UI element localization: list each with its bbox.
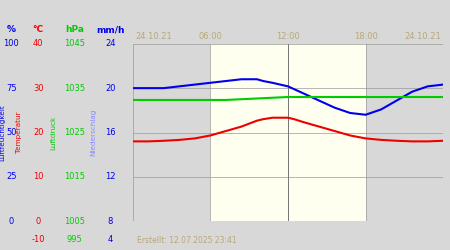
Text: 12:00: 12:00: [276, 32, 300, 41]
Text: Temperatur: Temperatur: [16, 112, 22, 153]
Text: 1005: 1005: [64, 217, 85, 226]
Text: 1015: 1015: [64, 172, 85, 182]
Text: Niederschlag: Niederschlag: [90, 109, 97, 156]
Text: 1035: 1035: [64, 84, 85, 92]
Text: °C: °C: [33, 26, 44, 35]
Bar: [211, 44, 365, 221]
Text: 30: 30: [33, 84, 44, 92]
Text: Erstellt: 12.07.2025 23:41: Erstellt: 12.07.2025 23:41: [137, 236, 237, 245]
Text: 10: 10: [33, 172, 44, 182]
Text: 40: 40: [33, 39, 44, 48]
Text: 12: 12: [105, 172, 116, 182]
Text: 50: 50: [6, 128, 17, 137]
Text: 20: 20: [105, 84, 116, 92]
Text: 20: 20: [33, 128, 44, 137]
Text: 0: 0: [36, 217, 41, 226]
Text: -10: -10: [32, 234, 45, 244]
Text: 25: 25: [6, 172, 17, 182]
Text: mm/h: mm/h: [96, 26, 125, 35]
Text: hPa: hPa: [65, 26, 84, 35]
Text: 0: 0: [9, 217, 14, 226]
Text: 24.10.21: 24.10.21: [135, 32, 172, 41]
Text: Luftfeuchtigkeit: Luftfeuchtigkeit: [0, 104, 6, 161]
Text: 24.10.21: 24.10.21: [404, 32, 441, 41]
Text: 995: 995: [67, 234, 82, 244]
Text: 75: 75: [6, 84, 17, 92]
Text: 4: 4: [108, 234, 113, 244]
Text: 16: 16: [105, 128, 116, 137]
Text: 1045: 1045: [64, 39, 85, 48]
Text: %: %: [7, 26, 16, 35]
Text: 24: 24: [105, 39, 116, 48]
Text: 18:00: 18:00: [354, 32, 378, 41]
Text: 06:00: 06:00: [198, 32, 222, 41]
Text: 100: 100: [4, 39, 19, 48]
Text: Luftdruck: Luftdruck: [50, 116, 56, 150]
Text: 8: 8: [108, 217, 113, 226]
Text: 1025: 1025: [64, 128, 85, 137]
